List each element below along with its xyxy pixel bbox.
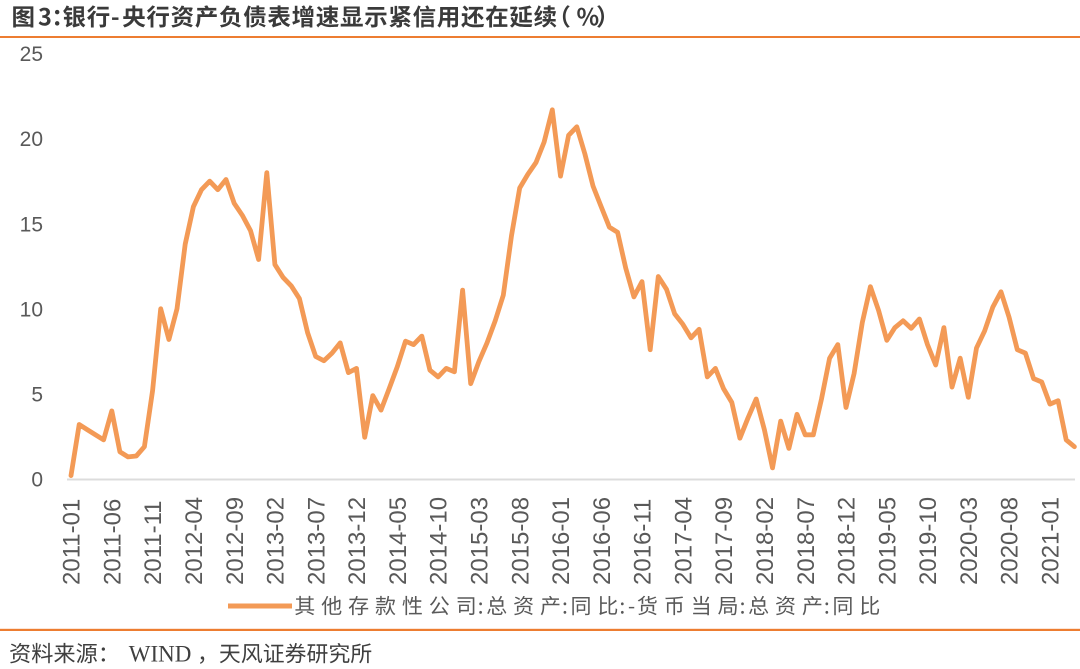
svg-text:15: 15 xyxy=(20,213,43,236)
svg-text:2016-11: 2016-11 xyxy=(630,499,657,585)
svg-text:2021-01: 2021-01 xyxy=(1038,497,1065,585)
svg-text:2015-08: 2015-08 xyxy=(507,497,534,585)
svg-text:2014-05: 2014-05 xyxy=(385,497,412,585)
svg-text:2011-11: 2011-11 xyxy=(140,500,167,585)
svg-text:2013-07: 2013-07 xyxy=(303,497,330,585)
svg-text:2017-09: 2017-09 xyxy=(711,497,738,585)
svg-text:2016-01: 2016-01 xyxy=(548,497,575,585)
svg-text:2018-02: 2018-02 xyxy=(752,497,779,585)
svg-text:10: 10 xyxy=(20,298,43,321)
svg-text:2014-10: 2014-10 xyxy=(426,497,453,585)
svg-text:2013-12: 2013-12 xyxy=(344,497,371,585)
svg-text:2012-04: 2012-04 xyxy=(181,497,208,585)
svg-text:2017-04: 2017-04 xyxy=(670,497,697,585)
svg-text:2018-07: 2018-07 xyxy=(793,497,820,585)
svg-text:2019-05: 2019-05 xyxy=(874,497,901,585)
svg-text:2015-03: 2015-03 xyxy=(467,497,494,585)
svg-text:2018-12: 2018-12 xyxy=(834,497,861,585)
svg-text:WIND: WIND xyxy=(129,642,192,667)
svg-text:0: 0 xyxy=(31,469,43,492)
svg-text:2012-09: 2012-09 xyxy=(222,497,249,585)
svg-text:2013-02: 2013-02 xyxy=(263,497,290,585)
svg-text:2011-06: 2011-06 xyxy=(99,499,126,585)
svg-text:5: 5 xyxy=(31,383,43,406)
svg-text:2016-06: 2016-06 xyxy=(589,497,616,585)
svg-text:2019-10: 2019-10 xyxy=(915,497,942,585)
svg-text:2020-03: 2020-03 xyxy=(956,497,983,585)
svg-text:2020-08: 2020-08 xyxy=(997,497,1024,585)
svg-text:2011-01: 2011-01 xyxy=(59,499,86,585)
svg-text:25: 25 xyxy=(20,43,43,66)
svg-text:20: 20 xyxy=(20,128,43,151)
